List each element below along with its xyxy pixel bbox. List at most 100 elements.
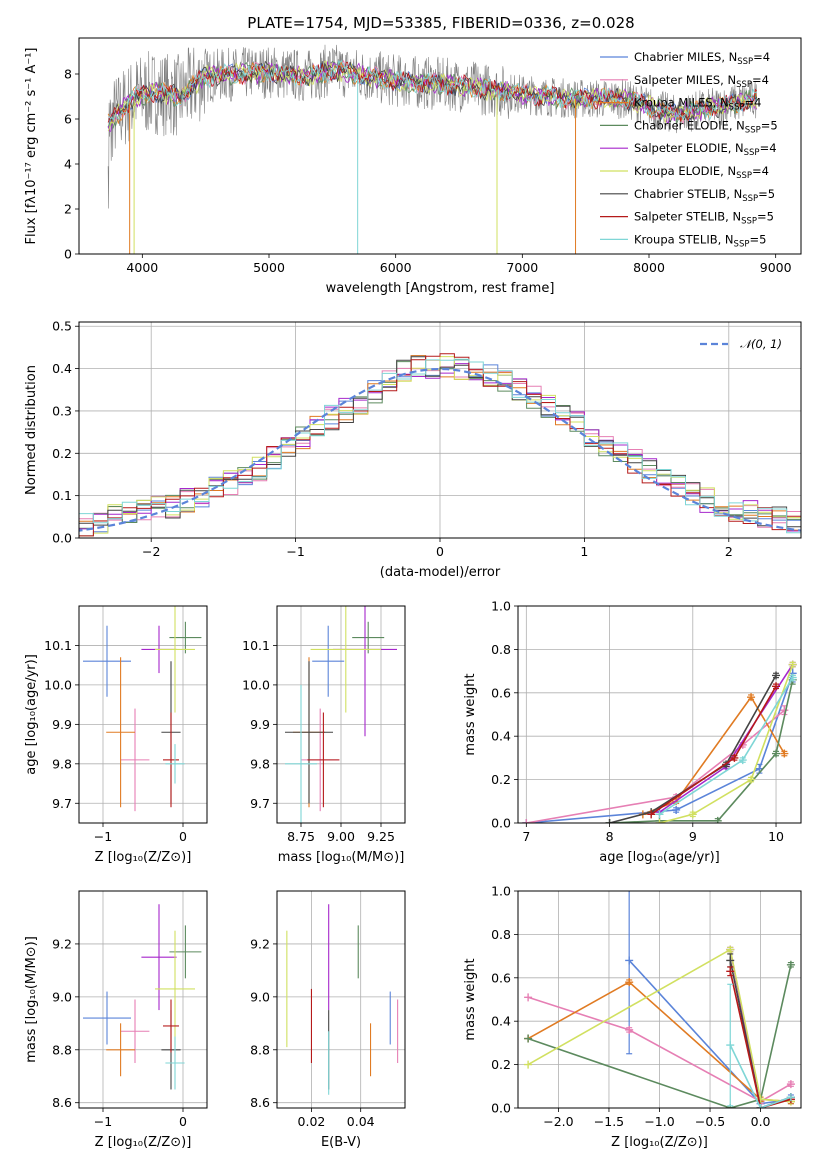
legend-entry-label: Kroupa STELIB, N: [634, 232, 734, 246]
mass_vs_EBV-axes-frame: [276, 890, 406, 1109]
weight-series-kroupa-elodie: [655, 660, 797, 823]
weight-series-kroupa-stelib: [655, 673, 797, 819]
age_vs_mass-y-tick-label: 9.8: [250, 756, 270, 771]
weight-line: [729, 971, 792, 1108]
age_vs_Z-y-tick-label: 9.9: [52, 717, 72, 732]
mass_weight_vs_age-y-tick-label: 0.8: [491, 642, 511, 657]
residuals-x-tick-label: 0: [436, 544, 444, 559]
age_vs_Z-x-axis-label: Z [log₁₀(Z/Z⊙)]: [95, 850, 192, 865]
legend-entry-chabrier-stelib: Chabrier STELIB, NSSP=5: [634, 187, 775, 204]
mass_weight_vs_Z-y-tick-label: 0.6: [491, 970, 511, 985]
weight-line: [659, 664, 794, 823]
weight-line: [527, 948, 791, 1103]
mass_vs_Z-x-axis-label: Z [log₁₀(Z/Z⊙)]: [95, 1135, 192, 1150]
age_vs_mass-y-tick-label: 9.7: [250, 796, 270, 811]
mass-vs-ebv-panel: 0.02 0.04 8.6 8.8 9.0 9.2 E(B-V): [250, 890, 406, 1150]
weight-line: [526, 709, 785, 823]
age_vs_mass-y-tick-label: 10.0: [242, 677, 270, 692]
mass_vs_Z-axes-frame: [78, 890, 208, 1109]
spectrum-x-axis-label: wavelength [Angstrom, rest frame]: [326, 281, 555, 296]
weight-marker: [655, 819, 664, 823]
weight-marker: [524, 1060, 533, 1069]
age_vs_Z-y-axis-label: age [log₁₀(age/yr)]: [24, 654, 39, 775]
errorbar-point-kroupa-elodie: [310, 606, 381, 713]
errorbar-point-kroupa-stelib: [285, 684, 317, 823]
errorbar-point-salpeter-stelib: [307, 712, 340, 808]
weight-marker: [655, 810, 664, 819]
residuals-y-tick-label: 0.4: [52, 361, 72, 376]
residuals-panel: −2 −1 0 1 2 0.0 0.1 0.2 0.3 0.4 0.5 (data-model)/er…: [24, 319, 802, 580]
legend-entry-subscript: SSP: [737, 57, 753, 67]
mass_weight_vs_age-axes-frame: [517, 605, 802, 824]
errorbar-point-salpeter-stelib: [163, 712, 179, 808]
legend-entry-salpeter-miles: Salpeter MILES, NSSP=4: [634, 73, 769, 90]
legend-entry-count: =4: [752, 164, 769, 178]
errorbar-point-salpeter-miles: [120, 708, 150, 812]
mass_weight_vs_age-y-tick-label: 0.6: [491, 685, 511, 700]
mass_vs_Z-x-tick-label: −1: [94, 1114, 112, 1129]
errorbar-point-chabrier-elodie: [352, 621, 385, 654]
spectrum-x-tick-label: 9000: [760, 260, 792, 275]
spectrum-axes-frame: [78, 37, 802, 255]
legend-entry-subscript: SSP: [736, 171, 752, 181]
mass_weight_vs_age-y-axis-label: mass weight: [463, 673, 478, 755]
legend-entry-chabrier-elodie: Chabrier ELODIE, NSSP=5: [634, 118, 778, 135]
errorbar-point-kroupa-elodie: [155, 930, 195, 1048]
weight-series-kroupa-stelib: [726, 983, 795, 1108]
weight-marker: [522, 819, 531, 823]
spectrum-x-tick-label: 6000: [380, 260, 412, 275]
errorbar-point-chabrier-stelib: [285, 661, 333, 804]
weight-marker: [756, 1104, 765, 1108]
legend-entry-count: =5: [757, 210, 774, 224]
age-vs-mass-panel: 8.75 9.00 9.25 9.7 9.8 9.9 10.0 10.1 mass [log₁₀…: [242, 605, 406, 865]
errorbar-point-kroupa-stelib: [165, 744, 185, 784]
residuals-y-axis-label: Normed distribution: [24, 365, 39, 495]
legend-entry-label: Salpeter MILES, N: [634, 73, 736, 87]
mass_weight_vs_Z-y-tick-label: 0.4: [491, 1014, 511, 1029]
mass_weight_vs_Z-y-tick-label: 0.2: [491, 1057, 511, 1072]
mass_weight_vs_Z-y-axis-label: mass weight: [463, 958, 478, 1040]
legend-entry-salpeter-elodie: Salpeter ELODIE, NSSP=4: [634, 141, 777, 158]
model-spectrum-kroupa-stelib: [108, 59, 757, 122]
age_vs_mass-x-tick-label: 8.75: [287, 829, 315, 844]
mass_weight_vs_age-x-axis-label: age [log₁₀(age/yr)]: [599, 850, 720, 865]
legend-entry-count: =4: [760, 141, 777, 155]
residuals-x-tick-label: −1: [286, 544, 304, 559]
residuals-x-tick-label: 1: [580, 544, 588, 559]
mass_weight_vs_Z-x-axis-label: Z [log₁₀(Z/Z⊙)]: [611, 1135, 708, 1150]
spectrum-panel: 4000 5000 6000 7000 8000 9000 0 2 4 6 8 wavelength …: [24, 37, 802, 296]
legend-entry-label: Salpeter ELODIE, N: [634, 141, 744, 155]
mass_weight_vs_age-x-tick-label: 8: [606, 829, 614, 844]
errorbar-point-kroupa-stelib: [165, 1036, 185, 1090]
mass_weight_vs_Z-x-tick-label: −0.5: [695, 1114, 725, 1129]
mass_weight_vs_Z-plot-area: [524, 891, 795, 1108]
spectrum-x-tick-label: 5000: [253, 260, 285, 275]
weight-marker: [605, 819, 614, 823]
mass_weight_vs_age-x-tick-label: 9: [689, 829, 697, 844]
spectrum-x-tick-label: 8000: [633, 260, 665, 275]
weight-line: [527, 964, 792, 1108]
legend-entry-label: Chabrier ELODIE, N: [634, 118, 745, 132]
mass_weight_vs_age-x-tick-label: 7: [522, 829, 530, 844]
age_vs_mass-plot-area: [285, 606, 397, 823]
mass_weight_vs_Z-x-tick-label: −2.0: [543, 1114, 573, 1129]
legend-entry-label: Salpeter STELIB, N: [634, 210, 741, 224]
residuals-x-tick-label: −2: [142, 544, 160, 559]
mass-vs-metallicity-panel: −1 0 8.6 8.8 9.0 9.2 Z [log₁₀(Z/Z⊙)] mass [log₁…: [24, 890, 208, 1150]
mass_vs_Z-y-axis-label: mass [log₁₀(M/M⊙)]: [24, 936, 39, 1063]
mass_weight_vs_age-y-tick-label: 0.0: [491, 816, 511, 831]
mass_vs_EBV-x-tick-label: 0.02: [298, 1114, 326, 1129]
mass_vs_EBV-y-tick-label: 8.8: [250, 1042, 270, 1057]
mass_vs_Z-y-tick-label: 9.0: [52, 989, 72, 1004]
spectrum-y-tick-label: 4: [64, 157, 72, 172]
legend-entry-label: Chabrier STELIB, N: [634, 187, 742, 201]
mass_weight_vs_Z-y-tick-label: 1.0: [491, 884, 511, 899]
mass_weight_vs_age-y-tick-label: 0.4: [491, 729, 511, 744]
legend-entry-count: =5: [761, 118, 778, 132]
residuals-plot-area: [79, 353, 801, 537]
mass-weight-vs-metallicity-panel: −2.0 −1.5 −1.0 −0.5 0.0 0.0 0.2 0.4 0.6 0.8 1.0 Z […: [463, 884, 802, 1150]
spectrum-y-tick-label: 8: [64, 67, 72, 82]
legend-entry-subscript: SSP: [745, 125, 761, 135]
errorbar-point-salpeter-elodie: [141, 904, 177, 1011]
